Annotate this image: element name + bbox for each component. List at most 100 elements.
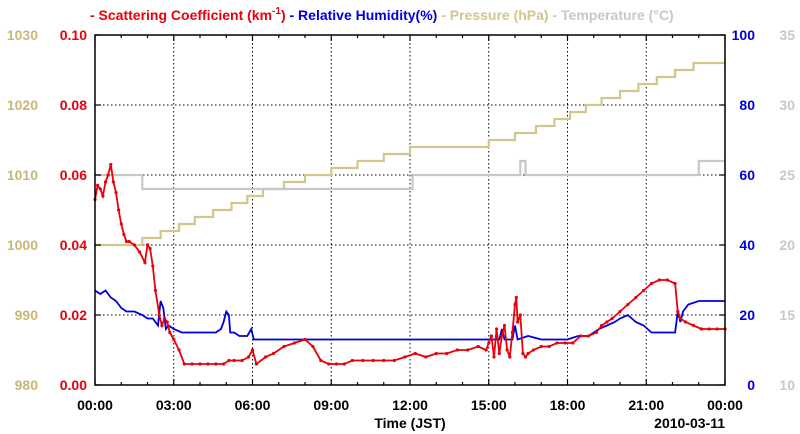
scattering-data-point bbox=[151, 264, 155, 268]
scattering-data-point bbox=[227, 358, 231, 363]
scattering-data-point bbox=[132, 243, 136, 247]
scattering-axis-tick-label: 0.10 bbox=[60, 27, 87, 43]
scattering-data-point bbox=[466, 348, 470, 352]
temperature-axis-tick-label: 30 bbox=[779, 97, 795, 113]
legend-item-2: - Pressure (hPa) bbox=[437, 7, 548, 23]
scattering-data-point bbox=[282, 344, 286, 349]
scattering-data-point bbox=[605, 320, 609, 324]
x-axis-tick-label: 21:00 bbox=[628, 397, 664, 413]
temperature-axis-tick-label: 20 bbox=[779, 237, 795, 253]
series-layer bbox=[93, 61, 727, 366]
scattering-data-point bbox=[555, 341, 559, 345]
scattering-data-point bbox=[182, 362, 186, 366]
legend-item-0: - Scattering Coefficient (km bbox=[90, 7, 272, 23]
scattering-axis-tick-label: 0.04 bbox=[60, 237, 87, 253]
scattering-data-point bbox=[198, 362, 202, 366]
scattering-data-point bbox=[707, 327, 711, 331]
scattering-data-point bbox=[382, 358, 386, 363]
temperature-series-line bbox=[95, 159, 725, 191]
scattering-data-point bbox=[445, 351, 449, 356]
pressure-axis-tick-label: 1010 bbox=[7, 167, 38, 183]
scattering-data-point bbox=[678, 316, 683, 321]
scattering-data-point bbox=[98, 187, 102, 191]
scattering-data-point bbox=[665, 278, 669, 282]
scattering-data-point bbox=[103, 180, 108, 184]
scattering-data-point bbox=[526, 351, 530, 356]
scattering-data-point bbox=[626, 302, 630, 307]
date-label: 2010-03-11 bbox=[654, 415, 725, 431]
scattering-data-point bbox=[455, 348, 459, 352]
scattering-data-point bbox=[413, 351, 417, 356]
scattering-data-point bbox=[531, 348, 536, 352]
scattering-data-point bbox=[403, 355, 407, 359]
x-axis-tick-label: 00:00 bbox=[707, 397, 743, 413]
pressure-axis-tick-label: 980 bbox=[15, 377, 39, 393]
scattering-data-point bbox=[484, 348, 488, 352]
scattering-data-point bbox=[642, 288, 646, 293]
scattering-data-point bbox=[240, 358, 244, 363]
scattering-data-point bbox=[673, 281, 677, 286]
scattering-data-point bbox=[292, 341, 297, 345]
scattering-data-point bbox=[206, 362, 210, 366]
scattering-axis-tick-label: 0.08 bbox=[60, 97, 87, 113]
temperature-axis-tick-label: 35 bbox=[779, 27, 795, 43]
pressure-axis-tick-label: 990 bbox=[15, 307, 39, 323]
scattering-data-point bbox=[594, 330, 599, 335]
x-axis-tick-label: 12:00 bbox=[392, 397, 428, 413]
scattering-data-point bbox=[657, 278, 662, 282]
scattering-data-point bbox=[254, 362, 258, 366]
scattering-data-point bbox=[514, 295, 518, 300]
scattering-data-point bbox=[350, 358, 354, 363]
legend-item-tail: ) bbox=[281, 7, 286, 23]
scattering-data-point bbox=[513, 302, 517, 307]
humidity-axis-tick-label: 20 bbox=[739, 307, 755, 323]
scattering-data-point bbox=[676, 309, 680, 314]
pressure-axis-tick-label: 1030 bbox=[7, 27, 38, 43]
scattering-data-point bbox=[476, 344, 480, 349]
humidity-axis-tick-label: 0 bbox=[747, 377, 755, 393]
x-axis-tick-label: 09:00 bbox=[313, 397, 349, 413]
scattering-data-point bbox=[111, 180, 115, 184]
scattering-data-point bbox=[371, 358, 375, 363]
scattering-data-point bbox=[119, 222, 123, 226]
axes: 98099010001010102010300.000.020.040.060.… bbox=[7, 27, 795, 413]
pressure-series-line bbox=[95, 61, 725, 247]
scattering-data-point bbox=[684, 320, 688, 324]
temperature-axis-tick-label: 25 bbox=[779, 167, 795, 183]
scattering-data-point bbox=[610, 316, 614, 321]
scattering-data-point bbox=[505, 348, 509, 352]
legend-item-1: - Relative Humidity(%) bbox=[286, 7, 438, 23]
scattering-data-point bbox=[487, 341, 491, 345]
scattering-data-point bbox=[539, 344, 543, 349]
x-axis-label: Time (JST) bbox=[374, 415, 445, 431]
scattering-data-point bbox=[500, 334, 504, 338]
scattering-data-point bbox=[516, 320, 520, 324]
scattering-data-point bbox=[165, 320, 169, 324]
scattering-data-point bbox=[264, 355, 268, 359]
scattering-data-point bbox=[160, 323, 164, 328]
x-axis-tick-label: 03:00 bbox=[156, 397, 192, 413]
scattering-data-point bbox=[547, 344, 551, 349]
scattering-data-point bbox=[392, 358, 396, 363]
scattering-data-point bbox=[497, 351, 501, 356]
scattering-data-point bbox=[153, 288, 157, 293]
x-axis-tick-label: 00:00 bbox=[77, 397, 113, 413]
scattering-data-point bbox=[250, 348, 255, 352]
scattering-data-point bbox=[214, 362, 218, 366]
scattering-data-point bbox=[495, 327, 499, 331]
scattering-data-point bbox=[172, 337, 176, 342]
scattering-data-point bbox=[579, 334, 583, 338]
scattering-data-point bbox=[247, 355, 251, 359]
x-axis-tick-label: 06:00 bbox=[235, 397, 271, 413]
humidity-axis-tick-label: 100 bbox=[732, 27, 756, 43]
scattering-data-point bbox=[177, 348, 181, 352]
humidity-axis-tick-label: 80 bbox=[739, 97, 755, 113]
humidity-axis-tick-label: 40 bbox=[739, 237, 755, 253]
scattering-data-point bbox=[222, 362, 226, 366]
scattering-data-point bbox=[106, 173, 110, 177]
scattering-data-point bbox=[434, 351, 438, 356]
scattering-data-point bbox=[334, 362, 339, 366]
scattering-data-point bbox=[521, 351, 525, 356]
scattering-data-point bbox=[190, 362, 194, 366]
